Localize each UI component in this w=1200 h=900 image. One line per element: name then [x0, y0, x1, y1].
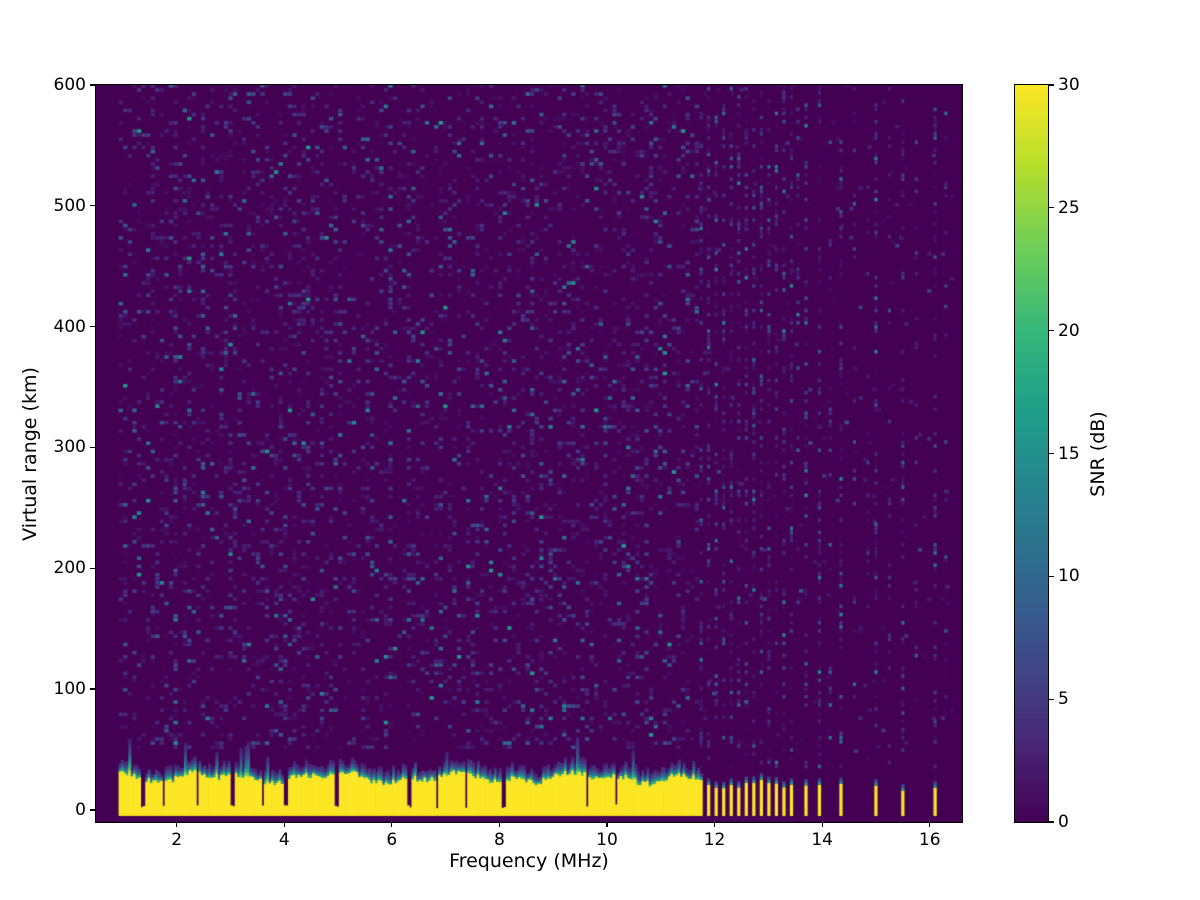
y-tick-label: 200 [53, 558, 86, 579]
y-tick-label: 100 [53, 679, 86, 700]
x-tick-mark [821, 822, 823, 827]
x-tick-label: 14 [811, 830, 833, 850]
colorbar [1014, 84, 1049, 823]
colorbar-tick-mark [1049, 330, 1054, 332]
colorbar-tick-mark [1049, 821, 1054, 823]
x-tick-label: 6 [386, 830, 398, 850]
x-tick-label: 8 [493, 830, 505, 850]
colorbar-label: SNR (dB) [1087, 411, 1109, 497]
x-tick-label: 12 [703, 830, 726, 850]
y-tick-mark [90, 446, 95, 449]
y-tick-mark [90, 567, 95, 569]
x-tick-label: 16 [918, 830, 941, 850]
y-tick-mark [90, 84, 95, 86]
y-tick-label: 600 [53, 75, 86, 95]
y-tick-label: 0 [75, 799, 86, 820]
colorbar-tick-label: 5 [1058, 689, 1069, 710]
x-tick-mark [929, 822, 931, 827]
colorbar-tick-mark [1049, 452, 1054, 455]
y-tick-label: 500 [53, 195, 86, 216]
colorbar-gradient [1015, 85, 1048, 822]
y-tick-label: 400 [53, 316, 86, 337]
colorbar-tick-mark [1049, 207, 1054, 209]
x-tick-mark [391, 822, 393, 827]
y-tick-label: 300 [53, 437, 86, 458]
colorbar-tick-mark [1049, 575, 1054, 577]
x-tick-label: 2 [171, 830, 183, 850]
x-tick-label: 4 [278, 830, 290, 850]
x-tick-mark [498, 822, 500, 827]
x-tick-label: 10 [596, 830, 618, 850]
x-axis-label: Frequency (MHz) [449, 850, 609, 872]
colorbar-tick-label: 10 [1058, 566, 1080, 587]
x-tick-mark [283, 822, 285, 827]
plot-area [95, 84, 963, 823]
y-tick-mark [90, 205, 95, 207]
heatmap-canvas [96, 85, 962, 822]
colorbar-tick-label: 20 [1058, 320, 1080, 341]
colorbar-tick-label: 25 [1058, 197, 1080, 218]
x-tick-mark [713, 822, 716, 827]
y-tick-mark [90, 326, 95, 328]
x-tick-mark [176, 822, 178, 827]
y-tick-mark [90, 809, 95, 811]
y-tick-mark [90, 688, 95, 690]
colorbar-tick-mark [1049, 84, 1054, 86]
colorbar-tick-mark [1049, 698, 1054, 700]
colorbar-tick-label: 15 [1058, 443, 1080, 464]
colorbar-tick-label: 0 [1058, 812, 1069, 832]
x-tick-mark [606, 822, 608, 827]
colorbar-tick-label: 30 [1058, 75, 1080, 95]
